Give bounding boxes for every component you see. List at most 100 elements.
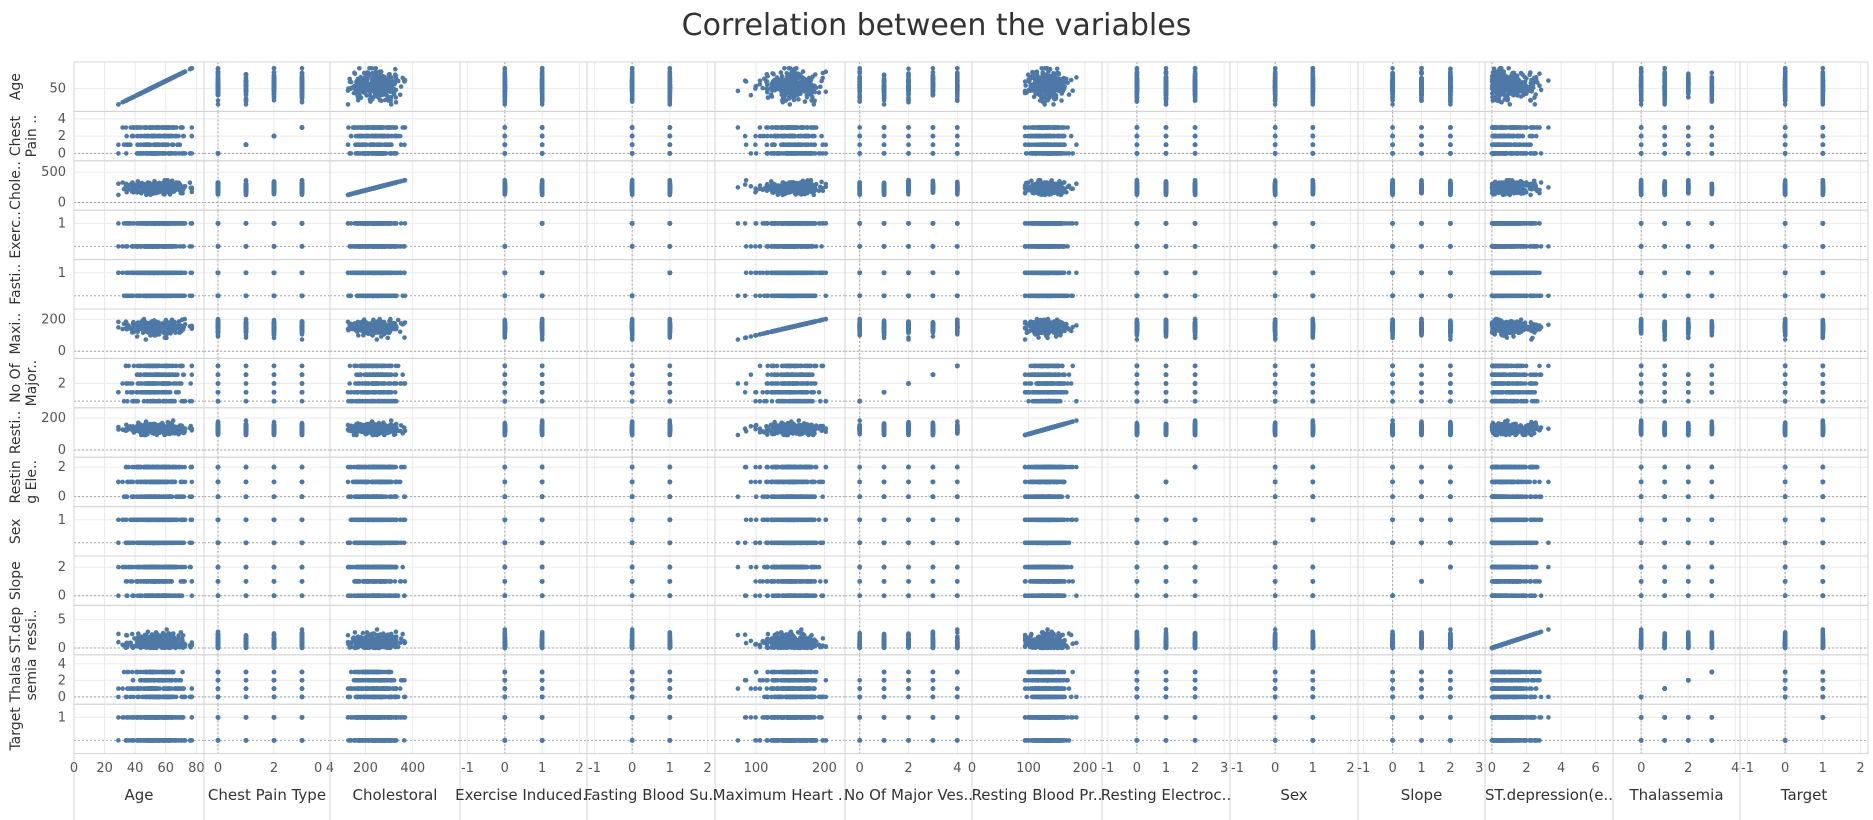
data-point xyxy=(758,82,763,87)
cell-age-cp xyxy=(204,62,330,111)
data-point xyxy=(146,88,151,93)
data-point xyxy=(154,83,159,88)
data-point xyxy=(374,66,379,71)
data-point xyxy=(125,98,130,103)
data-point xyxy=(216,98,221,103)
cell-age-exang xyxy=(460,62,587,111)
data-point xyxy=(357,66,362,71)
data-point xyxy=(400,76,405,81)
data-point xyxy=(630,88,635,93)
data-point xyxy=(364,85,369,90)
matrix-cells xyxy=(74,62,1868,754)
data-point xyxy=(809,77,814,82)
data-point xyxy=(503,93,508,98)
data-point xyxy=(182,70,187,75)
data-point xyxy=(805,95,810,100)
data-point xyxy=(821,71,826,76)
data-point xyxy=(806,83,811,88)
data-point xyxy=(244,83,249,88)
data-point xyxy=(394,100,399,105)
data-point xyxy=(779,70,784,75)
data-point xyxy=(798,91,803,96)
data-point xyxy=(503,83,508,88)
data-point xyxy=(134,93,139,98)
data-point xyxy=(668,83,673,88)
data-point xyxy=(173,74,178,79)
data-point xyxy=(782,66,787,71)
data-point xyxy=(216,79,221,84)
data-point xyxy=(753,86,758,91)
data-point xyxy=(358,80,363,85)
data-point xyxy=(814,85,819,90)
data-point xyxy=(368,97,373,102)
data-point xyxy=(394,76,399,81)
data-point xyxy=(387,73,392,78)
data-point xyxy=(370,78,375,83)
data-point xyxy=(765,90,770,95)
data-point xyxy=(817,90,822,95)
data-point xyxy=(399,84,404,89)
data-point xyxy=(244,90,249,95)
data-point xyxy=(398,93,403,98)
data-point xyxy=(813,90,818,95)
data-point xyxy=(804,88,809,93)
cell-age-chol xyxy=(330,62,460,111)
data-point xyxy=(375,83,380,88)
data-point xyxy=(540,102,545,107)
data-point xyxy=(789,70,794,75)
data-point xyxy=(630,78,635,83)
data-point xyxy=(540,78,545,83)
data-point xyxy=(300,100,305,105)
data-point xyxy=(812,102,817,107)
data-point xyxy=(503,100,508,105)
data-point xyxy=(300,93,305,98)
data-point xyxy=(161,80,166,85)
data-point xyxy=(379,69,384,74)
data-point xyxy=(503,70,508,75)
cell-age-thal xyxy=(715,62,845,111)
data-point xyxy=(300,71,305,76)
data-point xyxy=(803,99,808,104)
data-point xyxy=(760,86,765,91)
data-point xyxy=(357,88,362,93)
data-point xyxy=(785,71,790,76)
data-point xyxy=(540,71,545,76)
data-point xyxy=(272,70,277,75)
data-point xyxy=(272,86,277,91)
data-point xyxy=(375,91,380,96)
data-point xyxy=(244,72,249,77)
data-point xyxy=(540,98,545,103)
data-point xyxy=(790,76,795,81)
data-point xyxy=(389,80,394,85)
data-point xyxy=(818,85,823,90)
data-point xyxy=(300,66,305,71)
cell-age-age xyxy=(74,62,204,111)
data-point xyxy=(736,89,741,94)
data-point xyxy=(743,78,748,83)
data-point xyxy=(793,67,798,72)
data-point xyxy=(380,81,385,86)
data-point xyxy=(792,93,797,98)
data-point xyxy=(540,88,545,93)
data-point xyxy=(813,72,818,77)
data-point xyxy=(387,86,392,91)
data-point xyxy=(272,95,277,100)
data-point xyxy=(394,88,399,93)
data-point xyxy=(394,95,399,100)
data-point xyxy=(769,82,774,87)
data-point xyxy=(378,98,383,103)
data-point xyxy=(216,74,221,79)
data-point xyxy=(380,87,385,92)
data-point xyxy=(749,93,754,98)
data-point xyxy=(393,67,398,72)
data-point xyxy=(362,71,367,76)
data-point xyxy=(300,80,305,85)
data-point xyxy=(668,67,673,72)
data-point xyxy=(819,79,824,84)
data-point xyxy=(348,79,353,84)
data-point xyxy=(771,72,776,77)
data-point xyxy=(384,91,389,96)
data-point xyxy=(786,80,791,85)
data-point xyxy=(776,87,781,92)
